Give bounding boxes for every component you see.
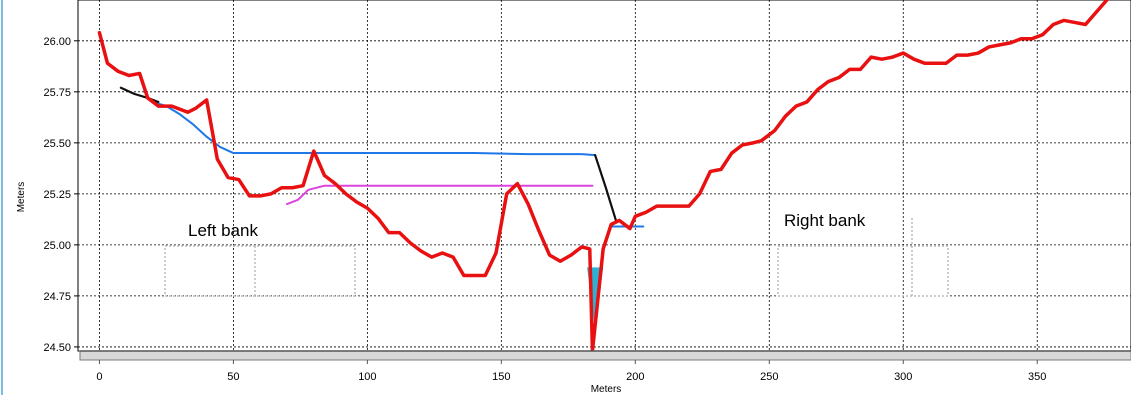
x-tick-label: 350: [1028, 371, 1046, 383]
x-tick-label: 200: [626, 371, 644, 383]
y-tick-label: 25.00: [43, 240, 71, 252]
bank-segment-black-line: [594, 153, 618, 224]
series-layer: [97, 0, 1109, 353]
grid-lines: [78, 0, 1131, 351]
water-surface-blue-line: [152, 101, 597, 157]
x-tick-label: 150: [492, 371, 510, 383]
x-tick-label: 50: [227, 371, 239, 383]
y-tick-label: 24.75: [43, 291, 71, 303]
plot-area-frame: [77, 0, 1131, 352]
x-axis-ticks: 0 50 100 150 200 250 300 350: [96, 360, 1046, 383]
y-tick-label: 24.50: [43, 342, 71, 354]
bank-markers: [164, 218, 949, 297]
water-surface-magenta-line: [285, 184, 594, 206]
x-tick-label: 100: [358, 371, 376, 383]
right-bank-label: Right bank: [784, 211, 866, 230]
y-tick-label: 26.00: [43, 36, 71, 48]
y-axis-ticks: 24.50 24.75 25.00 25.25 25.50 25.75 26.00: [43, 36, 78, 354]
x-axis-bar: [79, 350, 1131, 361]
y-tick-label: 25.25: [43, 189, 71, 201]
y-tick-label: 25.50: [43, 138, 71, 150]
x-tick-label: 300: [894, 371, 912, 383]
left-bank-label: Left bank: [188, 221, 258, 240]
profile-line: [97, 0, 1109, 353]
y-axis-title: Meters: [16, 182, 27, 213]
right-bank-box: [777, 245, 949, 297]
x-tick-label: 250: [760, 371, 778, 383]
y-tick-label: 25.75: [43, 87, 71, 99]
x-tick-label: 0: [96, 371, 102, 383]
x-axis-title: Meters: [591, 384, 622, 395]
